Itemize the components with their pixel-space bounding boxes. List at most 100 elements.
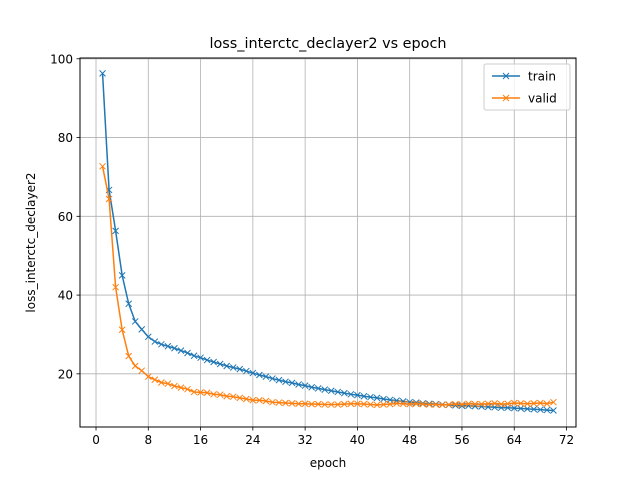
data-point-valid <box>452 400 459 408</box>
data-point-train <box>537 406 544 414</box>
data-point-train <box>321 386 329 393</box>
legend-label-valid: valid <box>528 92 557 106</box>
data-point-valid <box>288 400 296 407</box>
x-tick-label: 16 <box>193 433 208 447</box>
data-point-train <box>256 371 263 379</box>
data-point-train <box>543 406 551 414</box>
data-point-train <box>151 338 159 345</box>
y-axis-ticks: 20 40 60 80 100 <box>50 52 80 381</box>
data-point-valid <box>203 389 211 397</box>
data-point-valid <box>229 393 237 401</box>
data-point-valid <box>425 401 433 408</box>
data-point-train <box>269 375 276 382</box>
x-tick-label: 48 <box>402 433 417 447</box>
data-point-valid <box>412 400 420 408</box>
data-point-valid <box>197 388 204 396</box>
x-axis-ticks: 0 8 16 24 32 40 48 56 64 72 <box>92 427 574 447</box>
data-point-valid <box>367 401 374 408</box>
data-point-valid <box>99 162 106 170</box>
data-point-valid <box>184 385 191 393</box>
data-point-train <box>171 344 178 352</box>
y-tick-label: 80 <box>58 131 73 145</box>
data-point-valid <box>380 401 387 408</box>
data-point-valid <box>314 400 322 408</box>
data-point-valid <box>543 400 551 408</box>
data-point-train <box>393 397 400 404</box>
data-point-train <box>347 390 355 398</box>
data-point-train <box>419 400 427 407</box>
data-point-train <box>223 362 231 370</box>
data-point-train <box>177 347 185 354</box>
data-point-valid <box>347 400 355 408</box>
data-point-valid <box>354 400 361 408</box>
x-tick-label: 8 <box>144 433 152 447</box>
data-point-valid <box>308 400 316 408</box>
data-point-train <box>380 395 387 403</box>
data-point-valid <box>491 400 498 407</box>
data-point-valid <box>530 400 538 407</box>
x-tick-label: 24 <box>245 433 260 447</box>
data-point-train <box>354 391 361 399</box>
data-point-train <box>275 376 283 384</box>
data-point-valid <box>340 400 348 408</box>
data-point-valid <box>327 401 335 408</box>
legend-label-train: train <box>528 70 556 84</box>
plot-frame <box>79 57 577 428</box>
data-point-valid <box>262 397 270 405</box>
data-point-valid <box>118 326 126 334</box>
data-point-train <box>190 352 198 360</box>
x-tick-label: 56 <box>454 433 469 447</box>
data-point-train <box>517 405 525 412</box>
y-tick-label: 100 <box>50 52 73 66</box>
data-point-train <box>373 394 381 402</box>
x-tick-label: 64 <box>507 433 522 447</box>
legend-marker-valid <box>502 94 510 102</box>
data-point-train <box>282 378 289 386</box>
data-point-train <box>301 382 309 390</box>
data-point-train <box>138 325 146 333</box>
data-point-valid <box>190 388 198 396</box>
data-point-train <box>158 340 165 348</box>
data-point-valid <box>458 401 466 408</box>
data-point-train <box>210 358 217 366</box>
y-tick-label: 40 <box>58 289 73 303</box>
data-point-valid <box>144 373 152 380</box>
data-point-train <box>340 389 348 397</box>
data-point-valid <box>256 396 263 404</box>
y-tick-label: 20 <box>58 367 73 381</box>
data-point-valid <box>275 399 283 406</box>
data-point-valid <box>373 401 381 409</box>
data-point-valid <box>504 400 512 408</box>
data-point-train <box>164 342 172 350</box>
data-point-train <box>216 360 224 368</box>
data-point-train <box>184 349 191 357</box>
data-point-train <box>112 227 119 235</box>
data-point-train <box>118 272 126 279</box>
data-point-train <box>236 365 244 373</box>
y-tick-label: 60 <box>58 210 73 224</box>
x-axis-title: epoch <box>310 456 347 470</box>
data-point-valid <box>478 400 485 408</box>
data-point-valid <box>465 400 472 408</box>
data-point-valid <box>393 400 400 407</box>
data-point-train <box>334 388 342 396</box>
data-point-train <box>367 393 374 401</box>
data-point-train <box>314 385 322 392</box>
data-point-train <box>484 403 492 411</box>
data-point-train <box>295 381 302 388</box>
x-tick-label: 0 <box>92 433 100 447</box>
data-point-valid <box>301 400 309 408</box>
data-point-train <box>203 356 211 364</box>
x-tick-label: 40 <box>350 433 365 447</box>
data-point-valid <box>537 399 544 407</box>
data-point-valid <box>517 400 525 407</box>
data-point-valid <box>510 399 518 407</box>
data-point-valid <box>419 400 427 408</box>
data-point-valid <box>550 398 557 406</box>
data-point-train <box>144 333 152 341</box>
data-point-train <box>523 405 531 413</box>
data-point-valid <box>334 401 342 408</box>
data-point-valid <box>131 362 139 370</box>
data-point-valid <box>236 394 244 402</box>
data-point-valid <box>439 401 446 409</box>
